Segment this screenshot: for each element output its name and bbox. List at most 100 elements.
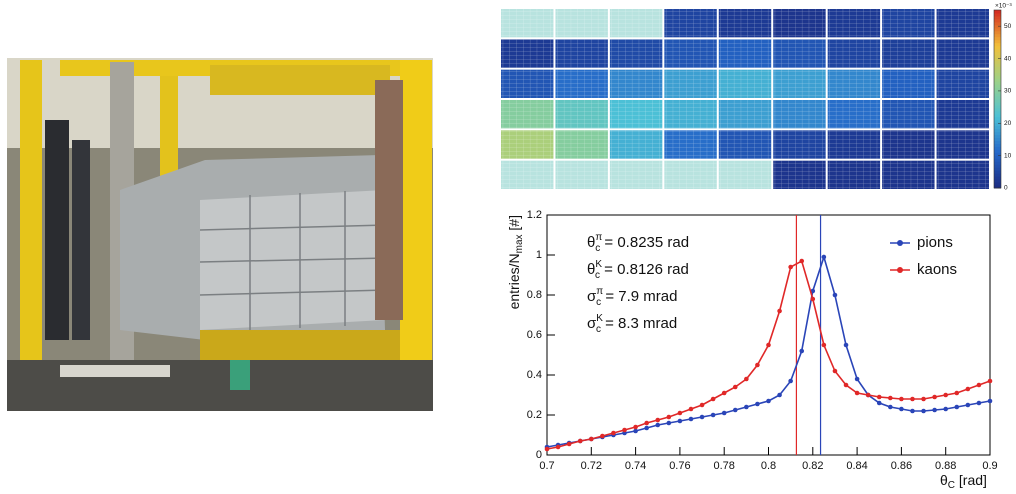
- y-tick-label: 0.4: [527, 369, 542, 381]
- x-tick-label: 0.72: [581, 460, 602, 472]
- pixel-grid: [609, 160, 663, 189]
- y-axis-title-text: entries/N: [506, 253, 522, 309]
- data-point: [633, 424, 638, 430]
- data-point: [965, 386, 971, 392]
- colorbar-step: [994, 84, 1001, 88]
- colorbar-step: [994, 164, 1001, 168]
- colorbar-tick-label: 30: [1004, 88, 1012, 95]
- data-point: [865, 392, 871, 398]
- x-axis-title-text: [rad]: [955, 472, 987, 488]
- annotation-text: = 8.3 mrad: [601, 315, 677, 332]
- pixel-grid: [501, 69, 554, 98]
- data-point: [976, 400, 982, 406]
- y-tick-label: 0.6: [527, 329, 542, 341]
- colorbar-label: ×10⁻³: [995, 3, 1012, 10]
- data-point: [732, 384, 738, 390]
- annotation-sup: π: [595, 232, 602, 243]
- colorbar-step: [994, 134, 1001, 139]
- colorbar-step: [994, 18, 1001, 23]
- colorbar-step: [994, 137, 1001, 142]
- pixel-grid: [555, 130, 608, 159]
- data-point: [810, 296, 816, 302]
- colorbar-step: [994, 69, 1001, 73]
- pixel-grid: [827, 100, 881, 129]
- data-point: [600, 433, 605, 439]
- data-point: [932, 394, 937, 400]
- annotation-symbol: σ: [587, 315, 597, 332]
- colorbar-step: [994, 179, 1001, 183]
- colorbar-step: [994, 24, 1001, 29]
- pixel-grid: [936, 160, 989, 189]
- y-tick-label: 1: [536, 249, 542, 261]
- pixel-grid: [773, 69, 826, 98]
- data-point: [832, 368, 838, 374]
- annotation-symbol: σ: [587, 288, 597, 305]
- data-point: [976, 382, 982, 388]
- pixel-grid: [501, 9, 554, 38]
- pixel-grid: [827, 9, 881, 38]
- colorbar-step: [994, 176, 1001, 180]
- colorbar-step: [994, 99, 1001, 103]
- data-point: [622, 427, 627, 433]
- data-point: [577, 438, 583, 444]
- data-point: [987, 398, 993, 404]
- y-axis-title-after: [#]: [506, 215, 522, 234]
- colorbar-step: [994, 10, 1001, 14]
- x-tick-label: 0.76: [669, 460, 690, 472]
- photo: [7, 58, 433, 411]
- colorbar-step: [994, 155, 1001, 159]
- colorbar-step: [994, 173, 1001, 177]
- colorbar-step: [994, 30, 1001, 35]
- pixel-grid: [936, 69, 989, 98]
- colorbar-step: [994, 51, 1001, 55]
- colorbar-step: [994, 125, 1001, 130]
- data-point: [721, 410, 727, 416]
- pixel-grid: [501, 160, 554, 189]
- data-point: [843, 382, 849, 388]
- colorbar-tick-label: 50: [1004, 23, 1012, 30]
- colorbar-step: [994, 110, 1001, 115]
- plot-area: [546, 214, 991, 456]
- colorbar-step: [994, 152, 1001, 156]
- x-tick-label: 0.74: [625, 460, 646, 472]
- data-point: [677, 410, 683, 416]
- pixel-grid: [936, 39, 989, 68]
- colorbar-step: [994, 75, 1001, 79]
- data-point: [655, 422, 661, 428]
- colorbar-step: [994, 182, 1001, 186]
- colorbar-step: [994, 122, 1001, 127]
- pixel-grid: [609, 69, 663, 98]
- pixel-grid: [827, 69, 881, 98]
- annotation: θπ c = 0.8235 rad: [587, 232, 689, 254]
- line-chart: 0.7 0.72 0.74 0.76 0.78 0.8 0.82 0.84 0.86 0.88 0.…: [506, 209, 998, 491]
- pixel-grid: [827, 160, 881, 189]
- x-tick-label: 0.78: [713, 460, 734, 472]
- data-point: [688, 416, 694, 422]
- pixel-grid: [555, 69, 608, 98]
- colorbar-step: [994, 60, 1001, 64]
- data-point: [688, 406, 694, 412]
- data-point: [910, 396, 915, 402]
- pixel-grid: [718, 9, 772, 38]
- x-axis-title: θC [rad]: [940, 472, 987, 489]
- pixel-grid: [609, 130, 663, 159]
- data-point: [566, 441, 572, 447]
- data-point: [821, 254, 827, 260]
- colorbar-tick-label: 10: [1004, 152, 1012, 159]
- pixel-grid: [718, 160, 772, 189]
- pixel-grid: [936, 130, 989, 159]
- x-tick-label: 0.7: [539, 460, 554, 472]
- colorbar-step: [994, 101, 1001, 106]
- colorbar-step: [994, 21, 1001, 26]
- annotation-symbol: θ: [587, 234, 595, 251]
- legend-label: pions: [917, 234, 953, 251]
- annotation-text: = 0.8235 rad: [600, 234, 689, 251]
- pixel-grid: [555, 160, 608, 189]
- pixel-grid: [718, 100, 772, 129]
- annotation-sup: K: [595, 259, 602, 270]
- data-point: [854, 390, 860, 396]
- data-point: [888, 404, 893, 410]
- data-point: [954, 404, 960, 410]
- data-point: [721, 390, 727, 396]
